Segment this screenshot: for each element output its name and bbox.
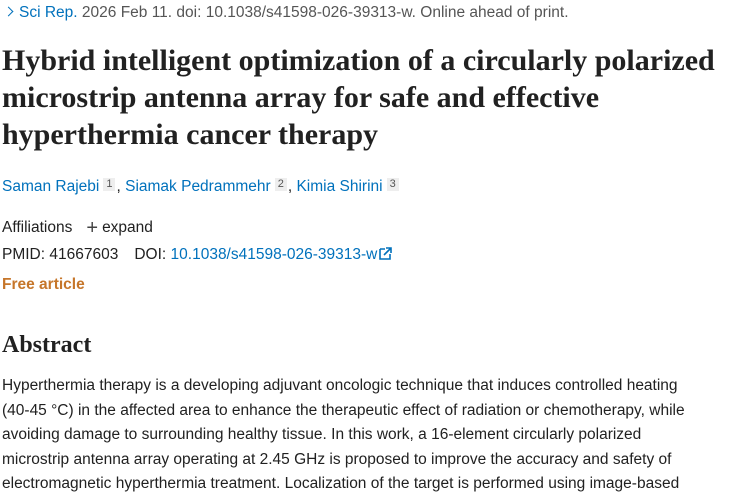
author-link[interactable]: Kimia Shirini [296, 178, 383, 195]
affiliation-ref[interactable]: 1 [103, 178, 116, 191]
chevron-right-icon [3, 6, 14, 17]
affiliations-label: Affiliations [2, 219, 73, 236]
affiliations-row: Affiliations + expand [2, 217, 153, 240]
abstract-line: (40-45 °C) in the affected area to enhan… [2, 401, 685, 419]
abstract-line: avoiding damage to surrounding healthy t… [2, 426, 642, 443]
expand-affiliations-button[interactable]: + expand [72, 217, 153, 239]
abstract-text: Hyperthermia therapy is a developing adj… [2, 374, 747, 497]
doi-label: DOI: [134, 246, 167, 263]
doi-link[interactable]: 10.1038/s41598-026-39313-w [170, 246, 378, 263]
affiliation-ref[interactable]: 3 [386, 178, 399, 191]
identifiers: PMID: 41667603 DOI: 10.1038/s41598-026-39… [2, 246, 393, 264]
citation-text: 2026 Feb 11. doi: 10.1038/s41598-026-393… [77, 4, 569, 21]
abstract-heading: Abstract [2, 332, 92, 358]
external-link-icon[interactable] [379, 247, 393, 260]
pmid-label: PMID: [2, 246, 46, 263]
citation: Sci Rep. 2026 Feb 11. doi: 10.1038/s4159… [2, 4, 569, 22]
pmid-value: 41667603 [49, 246, 119, 263]
journal-link[interactable]: Sci Rep. [19, 4, 78, 21]
expand-label: expand [102, 219, 153, 236]
abstract-line: electromagnetic hyperthermia treatment. … [2, 475, 680, 492]
free-article-badge: Free article [2, 276, 85, 293]
affiliation-ref[interactable]: 2 [274, 178, 287, 191]
author-list: Saman Rajebi 1, Siamak Pedrammehr 2, Kimia… [2, 178, 400, 196]
plus-icon: + [86, 217, 99, 239]
author-link[interactable]: Saman Rajebi [2, 178, 100, 195]
abstract-line: Hyperthermia therapy is a developing adj… [2, 377, 678, 394]
article-title: Hybrid intelligent optimization of a cir… [2, 44, 715, 151]
author-link[interactable]: Siamak Pedrammehr [125, 178, 271, 195]
abstract-line: microstrip antenna array operating at 2.… [2, 450, 672, 468]
